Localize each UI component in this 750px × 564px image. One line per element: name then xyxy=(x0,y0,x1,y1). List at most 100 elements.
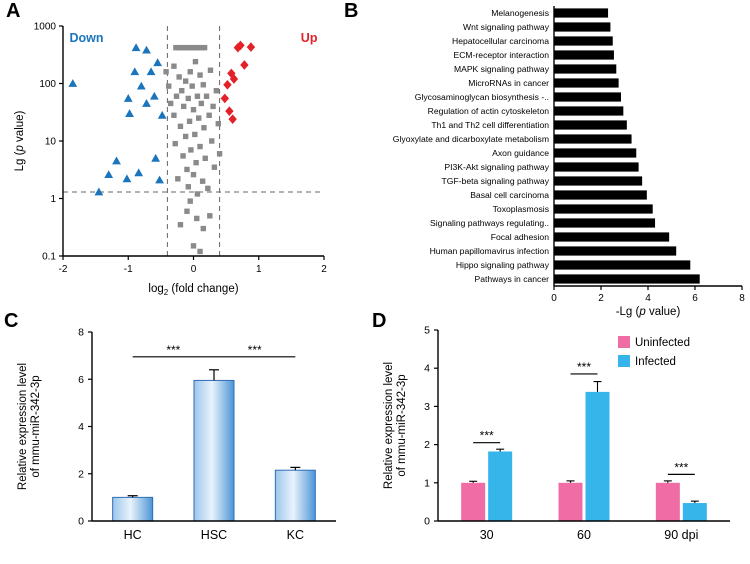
svg-text:2: 2 xyxy=(78,468,84,480)
pathway-bar xyxy=(554,148,637,158)
svg-text:2: 2 xyxy=(424,439,430,451)
pathway-label: Signaling pathways regulating.. xyxy=(430,218,549,228)
volcano-ylabel: Lg (p value) xyxy=(14,110,26,171)
legend-swatch-uninfected xyxy=(618,336,630,348)
significance-stars: *** xyxy=(248,343,262,357)
pathway-label: ECM-receptor interaction xyxy=(453,50,549,60)
pathway-label: Glyoxylate and dicarboxylate metabolism xyxy=(393,134,549,144)
significance-stars: *** xyxy=(674,460,688,474)
expr-d-ylabel: Relative expression levelof mmu-miR-342-… xyxy=(383,362,408,489)
pathway-label: Regulation of actin cytoskeleton xyxy=(428,106,550,116)
infected-bar xyxy=(585,391,610,521)
pathway-label: Hippo signaling pathway xyxy=(456,260,550,270)
significance-stars: *** xyxy=(480,429,494,443)
pathway-bar xyxy=(554,134,632,144)
pathway-bar xyxy=(554,176,643,186)
svg-text:-2: -2 xyxy=(59,264,68,275)
svg-text:0: 0 xyxy=(78,516,84,528)
pathway-bar xyxy=(554,106,624,116)
expression-bar-chart-celltypes: HC HSC KC 0 2 4 6 8 *** *** Relative expression le… xyxy=(17,327,336,542)
timepoint-label: 30 xyxy=(480,528,494,542)
pathway-bar xyxy=(554,218,656,228)
category-label: HC xyxy=(124,528,142,542)
expression-bar xyxy=(112,496,154,522)
panel-b-label: B xyxy=(344,0,359,22)
legend-swatch-infected xyxy=(618,355,630,367)
svg-text:6: 6 xyxy=(78,374,84,386)
pathway-bar xyxy=(554,22,611,32)
svg-text:1: 1 xyxy=(50,194,56,205)
pathway-bar xyxy=(554,36,613,46)
pathway-bar xyxy=(554,78,619,88)
expr-c-ylabel: Relative expression levelof mmu-miR-342-… xyxy=(17,363,42,490)
pathway-bar xyxy=(554,92,621,102)
svg-text:4: 4 xyxy=(424,363,430,375)
pathway-label: Basal cell carcinoma xyxy=(470,190,549,200)
pathway-bar xyxy=(554,274,700,284)
timepoint-label: 60 xyxy=(577,528,591,542)
pathway-label: Th1 and Th2 cell differentiation xyxy=(431,120,549,130)
kegg-pathway-bar-chart: Melanogenesis Wnt signaling pathway Hepato… xyxy=(393,6,745,318)
pathway-bar xyxy=(554,162,639,172)
svg-text:0: 0 xyxy=(551,293,557,304)
pathway-bar xyxy=(554,190,647,200)
pathway-bar xyxy=(554,260,691,270)
pathway-label: Wnt signaling pathway xyxy=(463,22,550,32)
uninfected-bar xyxy=(655,482,680,521)
significance-stars: *** xyxy=(166,343,180,357)
pathway-bar xyxy=(554,50,614,60)
series-down xyxy=(68,43,167,196)
pathway-label: Glycosaminoglycan biosynthesis -.. xyxy=(415,92,549,102)
svg-text:8: 8 xyxy=(739,293,745,304)
svg-text:8: 8 xyxy=(78,327,84,339)
svg-text:4: 4 xyxy=(78,421,84,433)
panel-a-label: A xyxy=(6,0,21,22)
panel-d-label: D xyxy=(372,310,387,332)
svg-text:3: 3 xyxy=(424,401,430,413)
kegg-xlabel: -Lg (p value) xyxy=(616,306,681,318)
expression-bar xyxy=(193,379,235,522)
pathway-bar xyxy=(554,64,617,74)
svg-text:2: 2 xyxy=(598,293,604,304)
up-annotation: Up xyxy=(301,31,318,45)
svg-text:6: 6 xyxy=(692,293,698,304)
svg-text:10: 10 xyxy=(45,137,57,148)
svg-text:1000: 1000 xyxy=(34,22,57,33)
svg-text:0.1: 0.1 xyxy=(42,252,56,263)
panel-c-label: C xyxy=(4,310,19,332)
pathway-label: Focal adhesion xyxy=(491,232,550,242)
uninfected-bar xyxy=(461,482,486,521)
pathway-label: MicroRNAs in cancer xyxy=(468,78,549,88)
down-annotation: Down xyxy=(70,31,104,45)
pathway-label: TGF-beta signaling pathway xyxy=(442,176,550,186)
category-label: KC xyxy=(287,528,304,542)
timepoint-label: 90 dpi xyxy=(664,528,698,542)
infected-bar xyxy=(488,451,513,521)
volcano-plot: -2 -1 0 1 2 0.1 1 10 100 1000 Down Up log2 (fold cha… xyxy=(14,22,327,298)
pathway-bar xyxy=(554,246,677,256)
legend-label-infected: Infected xyxy=(635,356,676,368)
pathway-label: Human papillomavirus infection xyxy=(430,246,550,256)
series-up xyxy=(220,40,256,124)
expression-bar-chart-timepoints: 30 60 90 dpi 0 1 2 3 4 5 *** *** *** Uninfected Infec… xyxy=(383,325,730,542)
infected-bar xyxy=(682,503,707,521)
pathway-label: Pathways in cancer xyxy=(474,274,549,284)
pathway-label: Hepatocellular carcinoma xyxy=(452,36,549,46)
svg-text:0: 0 xyxy=(191,264,197,275)
pathway-bar xyxy=(554,120,627,130)
svg-text:0: 0 xyxy=(424,516,430,528)
pathway-bar xyxy=(554,204,653,214)
svg-text:1: 1 xyxy=(256,264,262,275)
significance-stars: *** xyxy=(577,360,591,374)
pathway-label: Toxoplasmosis xyxy=(493,204,549,214)
svg-text:5: 5 xyxy=(424,325,430,337)
category-label: HSC xyxy=(201,528,227,542)
svg-text:100: 100 xyxy=(39,79,56,90)
series-ns xyxy=(163,44,223,255)
pathway-bar xyxy=(554,232,670,242)
pathway-label: PI3K-Akt signaling pathway xyxy=(444,162,549,172)
legend-label-uninfected: Uninfected xyxy=(635,337,690,349)
pathway-label: Axon guidance xyxy=(492,148,549,158)
pathway-label: MAPK signaling pathway xyxy=(454,64,550,74)
